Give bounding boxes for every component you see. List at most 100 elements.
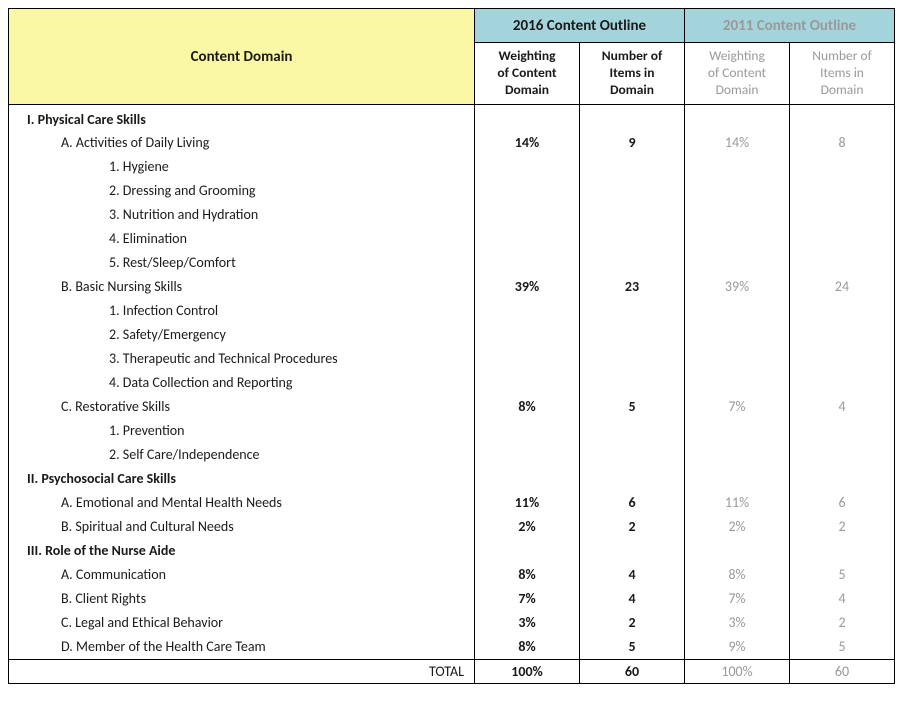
header-2011-weighting: Weighting of Content Domain	[685, 43, 790, 105]
cell-2016-weighting: 8%	[475, 563, 580, 587]
total-2016-items: 60	[580, 659, 685, 683]
total-label: TOTAL	[9, 659, 475, 683]
cell-2016-weighting	[475, 539, 580, 563]
cell-2016-weighting	[475, 443, 580, 467]
domain-label: B. Client Rights	[9, 587, 475, 611]
table-row: A. Communication8%48%5	[9, 563, 895, 587]
cell-2016-weighting	[475, 227, 580, 251]
cell-2016-items: 5	[580, 395, 685, 419]
cell-2016-items	[580, 419, 685, 443]
table-row: 3. Nutrition and Hydration	[9, 203, 895, 227]
cell-2016-weighting	[475, 467, 580, 491]
cell-2011-items	[790, 155, 895, 179]
table-row: D. Member of the Health Care Team8%59%5	[9, 635, 895, 659]
header-line: Number of	[602, 47, 663, 64]
cell-2016-items: 6	[580, 491, 685, 515]
cell-2016-weighting: 3%	[475, 611, 580, 635]
cell-2011-weighting: 9%	[685, 635, 790, 659]
header-line: Items in	[820, 64, 864, 81]
cell-2011-items: 4	[790, 587, 895, 611]
cell-2011-items	[790, 105, 895, 132]
cell-2016-weighting: 8%	[475, 395, 580, 419]
header-line: Weighting	[499, 47, 556, 64]
cell-2016-items	[580, 299, 685, 323]
cell-2011-weighting	[685, 227, 790, 251]
cell-2016-weighting: 7%	[475, 587, 580, 611]
domain-label: 4. Elimination	[9, 227, 475, 251]
header-line: Domain	[505, 81, 549, 98]
cell-2016-weighting	[475, 419, 580, 443]
cell-2011-weighting: 8%	[685, 563, 790, 587]
cell-2016-weighting: 39%	[475, 275, 580, 299]
cell-2011-items	[790, 443, 895, 467]
cell-2011-weighting: 39%	[685, 275, 790, 299]
table-row: C. Restorative Skills8%57%4	[9, 395, 895, 419]
total-2016-weighting: 100%	[475, 659, 580, 683]
cell-2016-weighting	[475, 203, 580, 227]
domain-label: A. Emotional and Mental Health Needs	[9, 491, 475, 515]
domain-label: 4. Data Collection and Reporting	[9, 371, 475, 395]
table-row: 5. Rest/Sleep/Comfort	[9, 251, 895, 275]
table-row: B. Basic Nursing Skills39%2339%24	[9, 275, 895, 299]
cell-2016-weighting: 11%	[475, 491, 580, 515]
header-content-domain: Content Domain	[9, 9, 475, 105]
cell-2016-weighting	[475, 347, 580, 371]
cell-2016-weighting: 2%	[475, 515, 580, 539]
header-2011-items: Number of Items in Domain	[790, 43, 895, 105]
cell-2011-items	[790, 467, 895, 491]
cell-2016-items: 9	[580, 131, 685, 155]
cell-2016-items	[580, 105, 685, 132]
header-2016-items: Number of Items in Domain	[580, 43, 685, 105]
header-line: Domain	[610, 81, 654, 98]
domain-label: III. Role of the Nurse Aide	[9, 539, 475, 563]
cell-2016-weighting	[475, 155, 580, 179]
cell-2011-weighting	[685, 323, 790, 347]
cell-2011-weighting: 3%	[685, 611, 790, 635]
header-line: of Content	[497, 64, 556, 81]
domain-label: 1. Infection Control	[9, 299, 475, 323]
domain-label: A. Communication	[9, 563, 475, 587]
table-row: I. Physical Care Skills	[9, 105, 895, 132]
cell-2016-weighting	[475, 179, 580, 203]
cell-2011-items	[790, 347, 895, 371]
table-row: 1. Hygiene	[9, 155, 895, 179]
cell-2011-weighting: 2%	[685, 515, 790, 539]
header-line: Domain	[716, 81, 759, 98]
domain-label: C. Restorative Skills	[9, 395, 475, 419]
cell-2016-weighting: 8%	[475, 635, 580, 659]
table-header: Content Domain 2016 Content Outline 2011…	[9, 9, 895, 105]
cell-2016-weighting	[475, 323, 580, 347]
header-line: Number of	[812, 47, 871, 64]
table-row: 2. Safety/Emergency	[9, 323, 895, 347]
cell-2011-items: 4	[790, 395, 895, 419]
table-row: B. Client Rights7%47%4	[9, 587, 895, 611]
table-row: 4. Elimination	[9, 227, 895, 251]
table-row: C. Legal and Ethical Behavior3%23%2	[9, 611, 895, 635]
cell-2011-weighting	[685, 443, 790, 467]
table-row: 2. Dressing and Grooming	[9, 179, 895, 203]
domain-label: 5. Rest/Sleep/Comfort	[9, 251, 475, 275]
cell-2011-weighting	[685, 539, 790, 563]
cell-2011-items	[790, 203, 895, 227]
domain-label: 1. Hygiene	[9, 155, 475, 179]
table-row: 1. Prevention	[9, 419, 895, 443]
cell-2011-weighting	[685, 371, 790, 395]
cell-2016-items	[580, 227, 685, 251]
table-body: I. Physical Care SkillsA. Activities of …	[9, 105, 895, 684]
cell-2011-weighting	[685, 347, 790, 371]
cell-2011-items: 8	[790, 131, 895, 155]
cell-2016-items	[580, 155, 685, 179]
cell-2011-weighting: 11%	[685, 491, 790, 515]
cell-2016-weighting: 14%	[475, 131, 580, 155]
cell-2011-items	[790, 539, 895, 563]
domain-label: 3. Therapeutic and Technical Procedures	[9, 347, 475, 371]
domain-label: B. Spiritual and Cultural Needs	[9, 515, 475, 539]
cell-2011-weighting	[685, 467, 790, 491]
cell-2011-weighting: 14%	[685, 131, 790, 155]
cell-2011-weighting	[685, 203, 790, 227]
total-2011-items: 60	[790, 659, 895, 683]
cell-2011-items	[790, 299, 895, 323]
header-line: of Content	[708, 64, 766, 81]
domain-label: I. Physical Care Skills	[9, 105, 475, 132]
cell-2016-items	[580, 203, 685, 227]
